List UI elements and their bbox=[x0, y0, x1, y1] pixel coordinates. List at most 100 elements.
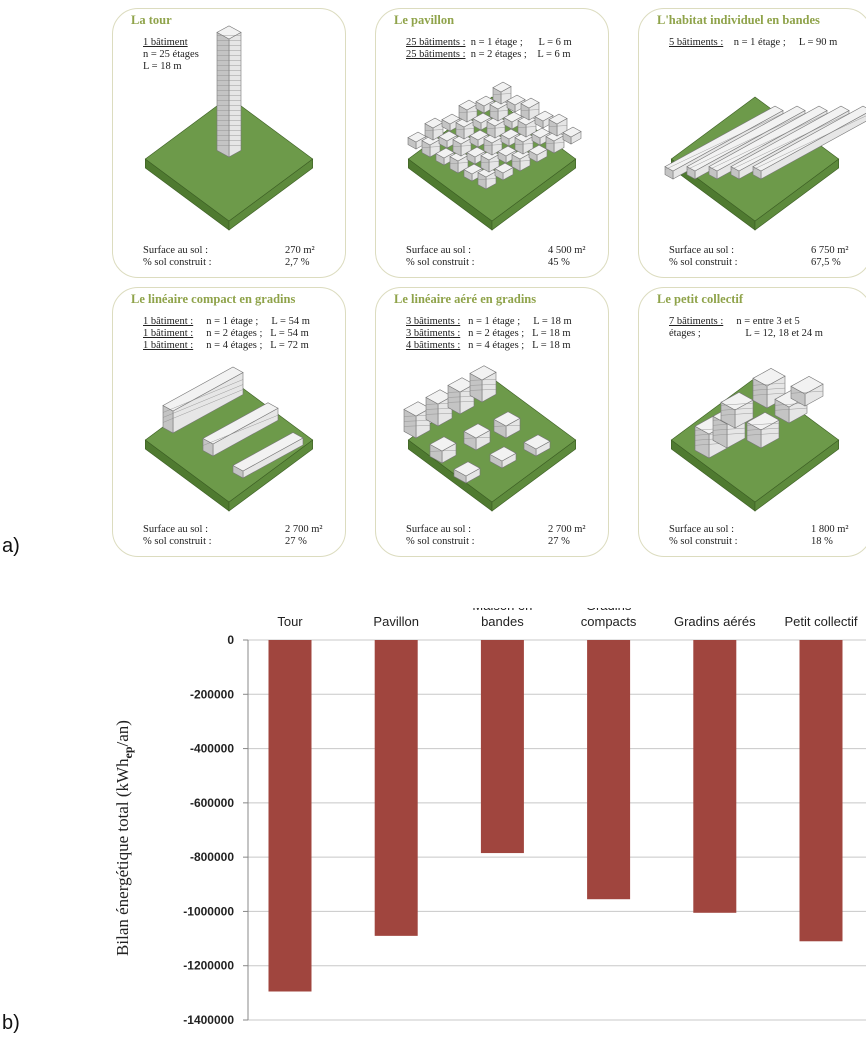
y-tick-label: -1400000 bbox=[183, 1013, 234, 1027]
surface-label: Surface au sol : bbox=[406, 245, 472, 256]
bar bbox=[693, 640, 737, 913]
category-label: Petit collectif bbox=[785, 614, 858, 629]
y-tick-label: -800000 bbox=[190, 850, 234, 864]
building-block bbox=[453, 461, 481, 484]
scene-footer: Surface au sol : 4 500 m² % sol construit … bbox=[406, 245, 596, 269]
building-block bbox=[202, 402, 279, 457]
scene-footer: Surface au sol : 1 800 m² % sol construit … bbox=[669, 524, 859, 548]
scene-card: Le linéaire compact en gradins 1 bâtiment… bbox=[112, 287, 346, 557]
building-block bbox=[232, 432, 304, 479]
scene-title: Le pavillon bbox=[394, 13, 455, 27]
percent-value: 27 % bbox=[548, 536, 570, 547]
scene-card: L'habitat individuel en bandes 5 bâtiment… bbox=[638, 8, 866, 278]
scene-title: L'habitat individuel en bandes bbox=[657, 13, 820, 27]
y-tick-label: -1000000 bbox=[183, 904, 234, 918]
building-block bbox=[746, 412, 780, 449]
building-block bbox=[500, 128, 520, 147]
percent-label: % sol construit : bbox=[669, 257, 738, 268]
y-tick-label: -200000 bbox=[190, 687, 234, 701]
surface-label: Surface au sol : bbox=[143, 524, 209, 535]
category-label: Gradins aérés bbox=[674, 614, 756, 629]
scene-footer: Surface au sol : 270 m² % sol construit : 2… bbox=[143, 245, 333, 269]
surface-value: 270 m² bbox=[285, 245, 315, 256]
building-block bbox=[720, 392, 754, 429]
surface-value: 2 700 m² bbox=[548, 524, 586, 535]
building-block bbox=[752, 105, 866, 180]
category-label: Tour bbox=[277, 614, 303, 629]
surface-label: Surface au sol : bbox=[406, 524, 472, 535]
percent-value: 45 % bbox=[548, 257, 570, 268]
surface-value: 1 800 m² bbox=[811, 524, 849, 535]
scene-illustration bbox=[144, 25, 314, 231]
y-axis-label: Bilan énergétique total (kWhep/an) bbox=[113, 720, 135, 956]
scene-card: Le pavillon 25 bâtiments : n = 1 étage ; … bbox=[375, 8, 609, 278]
building-block bbox=[523, 434, 551, 457]
building-block bbox=[562, 126, 582, 145]
surface-label: Surface au sol : bbox=[143, 245, 209, 256]
ground-plane bbox=[144, 96, 314, 222]
percent-value: 2,7 % bbox=[285, 257, 310, 268]
percent-label: % sol construit : bbox=[143, 257, 212, 268]
scene-title: La tour bbox=[131, 13, 172, 27]
scene-footer: Surface au sol : 6 750 m² % sol construit … bbox=[669, 245, 859, 269]
scene-info: 5 bâtiments : n = 1 étage ; L = 90 m bbox=[669, 37, 838, 48]
scene-card: Le petit collectif 7 bâtiments : n = entr… bbox=[638, 287, 866, 557]
percent-label: % sol construit : bbox=[669, 536, 738, 547]
surface-label: Surface au sol : bbox=[669, 245, 735, 256]
building-block bbox=[463, 423, 491, 451]
energy-bar-chart: 0 -200000 -400000 -600000 -800000 -1000000 -12… bbox=[113, 608, 866, 1027]
bar bbox=[587, 640, 631, 900]
building-block bbox=[528, 144, 548, 163]
y-tick-label: -1200000 bbox=[183, 959, 234, 973]
surface-value: 6 750 m² bbox=[811, 245, 849, 256]
scene-footer: Surface au sol : 2 700 m² % sol construit … bbox=[143, 524, 333, 548]
building-block bbox=[493, 411, 521, 439]
bar bbox=[268, 640, 312, 992]
building-block bbox=[489, 446, 517, 469]
building-block bbox=[162, 366, 244, 434]
surface-label: Surface au sol : bbox=[669, 524, 735, 535]
bar bbox=[480, 640, 524, 854]
building-block bbox=[494, 162, 514, 181]
y-tick-label: -400000 bbox=[190, 742, 234, 756]
scene-title: Le linéaire compact en gradins bbox=[131, 292, 296, 306]
surface-value: 4 500 m² bbox=[548, 245, 586, 256]
scene-illustration bbox=[144, 366, 314, 512]
scene-illustration bbox=[407, 81, 582, 231]
scene-card: La tour 1 bâtiment n = 25 étages L = 18 m Su… bbox=[112, 8, 346, 278]
part-label-a: a) bbox=[2, 535, 20, 557]
scene-info: 25 bâtiments : n = 1 étage ; L = 6 m 25 b… bbox=[406, 37, 572, 60]
category-label: Pavillon bbox=[373, 614, 419, 629]
scene-info: 7 bâtiments : n = entre 3 et 5 étages ; L… bbox=[669, 316, 823, 339]
building-block bbox=[429, 436, 457, 464]
scene-title: Le petit collectif bbox=[657, 292, 744, 306]
percent-label: % sol construit : bbox=[143, 536, 212, 547]
category-label: Gradinscompacts bbox=[581, 608, 637, 629]
scene-title: Le linéaire aéré en gradins bbox=[394, 292, 537, 306]
scene-info: 1 bâtiment n = 25 étages L = 18 m bbox=[143, 37, 199, 72]
part-label-b: b) bbox=[2, 1012, 20, 1034]
percent-label: % sol construit : bbox=[406, 536, 475, 547]
percent-label: % sol construit : bbox=[406, 257, 475, 268]
percent-value: 67,5 % bbox=[811, 257, 841, 268]
scene-illustration bbox=[403, 365, 577, 512]
scene-illustration bbox=[670, 368, 840, 512]
percent-value: 18 % bbox=[811, 536, 833, 547]
scene-card: Le linéaire aéré en gradins 3 bâtiments :… bbox=[375, 287, 609, 557]
bar bbox=[374, 640, 418, 936]
y-tick-label: -600000 bbox=[190, 796, 234, 810]
y-tick-label: 0 bbox=[227, 633, 234, 647]
building-block bbox=[469, 365, 497, 403]
scene-illustration bbox=[664, 96, 866, 231]
scene-footer: Surface au sol : 2 700 m² % sol construit … bbox=[406, 524, 596, 548]
surface-value: 2 700 m² bbox=[285, 524, 323, 535]
bar bbox=[799, 640, 843, 942]
percent-value: 27 % bbox=[285, 536, 307, 547]
building-block bbox=[483, 132, 503, 156]
building-block bbox=[492, 81, 512, 105]
building-block bbox=[790, 376, 824, 407]
building-block bbox=[216, 25, 242, 158]
